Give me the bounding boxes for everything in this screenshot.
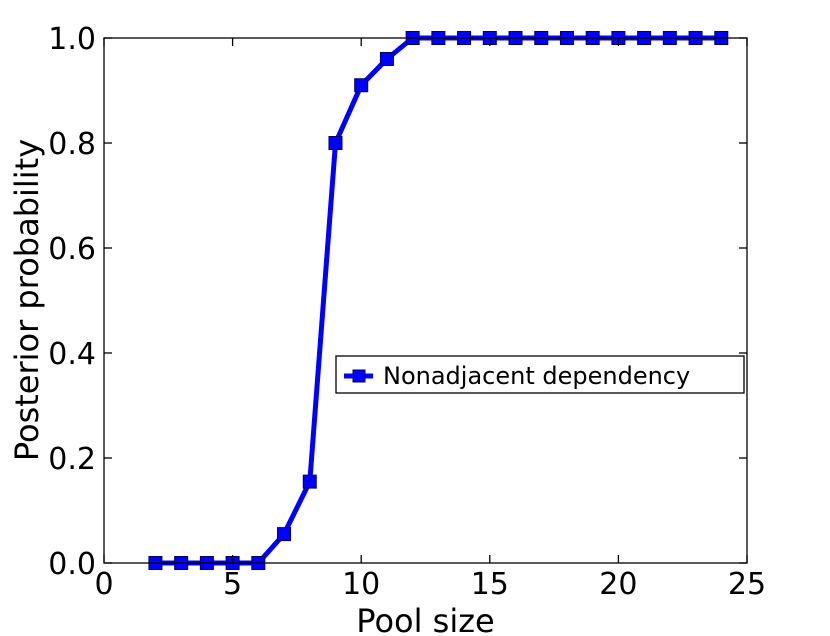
x-axis-title: Pool size [356,602,494,636]
data-point-marker [302,474,317,489]
data-point-marker [328,136,343,150]
data-point-marker [379,52,394,66]
y-tick-label: 0.4 [48,337,96,372]
legend-box [335,355,745,394]
y-axis-title: Posterior probability [8,139,46,461]
data-point-marker [277,527,292,542]
legend-label: Nonadjacent dependency [383,362,690,390]
y-tick-label: 0.8 [48,127,96,162]
x-tick-label: 15 [471,567,509,602]
x-tick-label: 10 [342,567,380,602]
x-tick-label: 0 [94,567,113,602]
legend: Nonadjacent dependency [335,355,745,394]
y-tick-label: 0.6 [48,232,96,267]
plot-frame [103,37,748,564]
x-tick-label: 25 [728,567,766,602]
y-tick-label: 0.2 [48,442,96,477]
ticks-layer: 0 5 10 15 20 25 0.0 0.2 0.4 0.6 0.8 1.0 [48,22,766,602]
x-tick-label: 20 [599,567,637,602]
legend-marker-sample [352,369,366,383]
y-tick-label: 1.0 [48,22,96,57]
data-point-marker [354,78,369,93]
x-tick-label: 5 [223,567,242,602]
plot-area [104,38,747,563]
y-tick-label: 0.0 [48,547,96,582]
